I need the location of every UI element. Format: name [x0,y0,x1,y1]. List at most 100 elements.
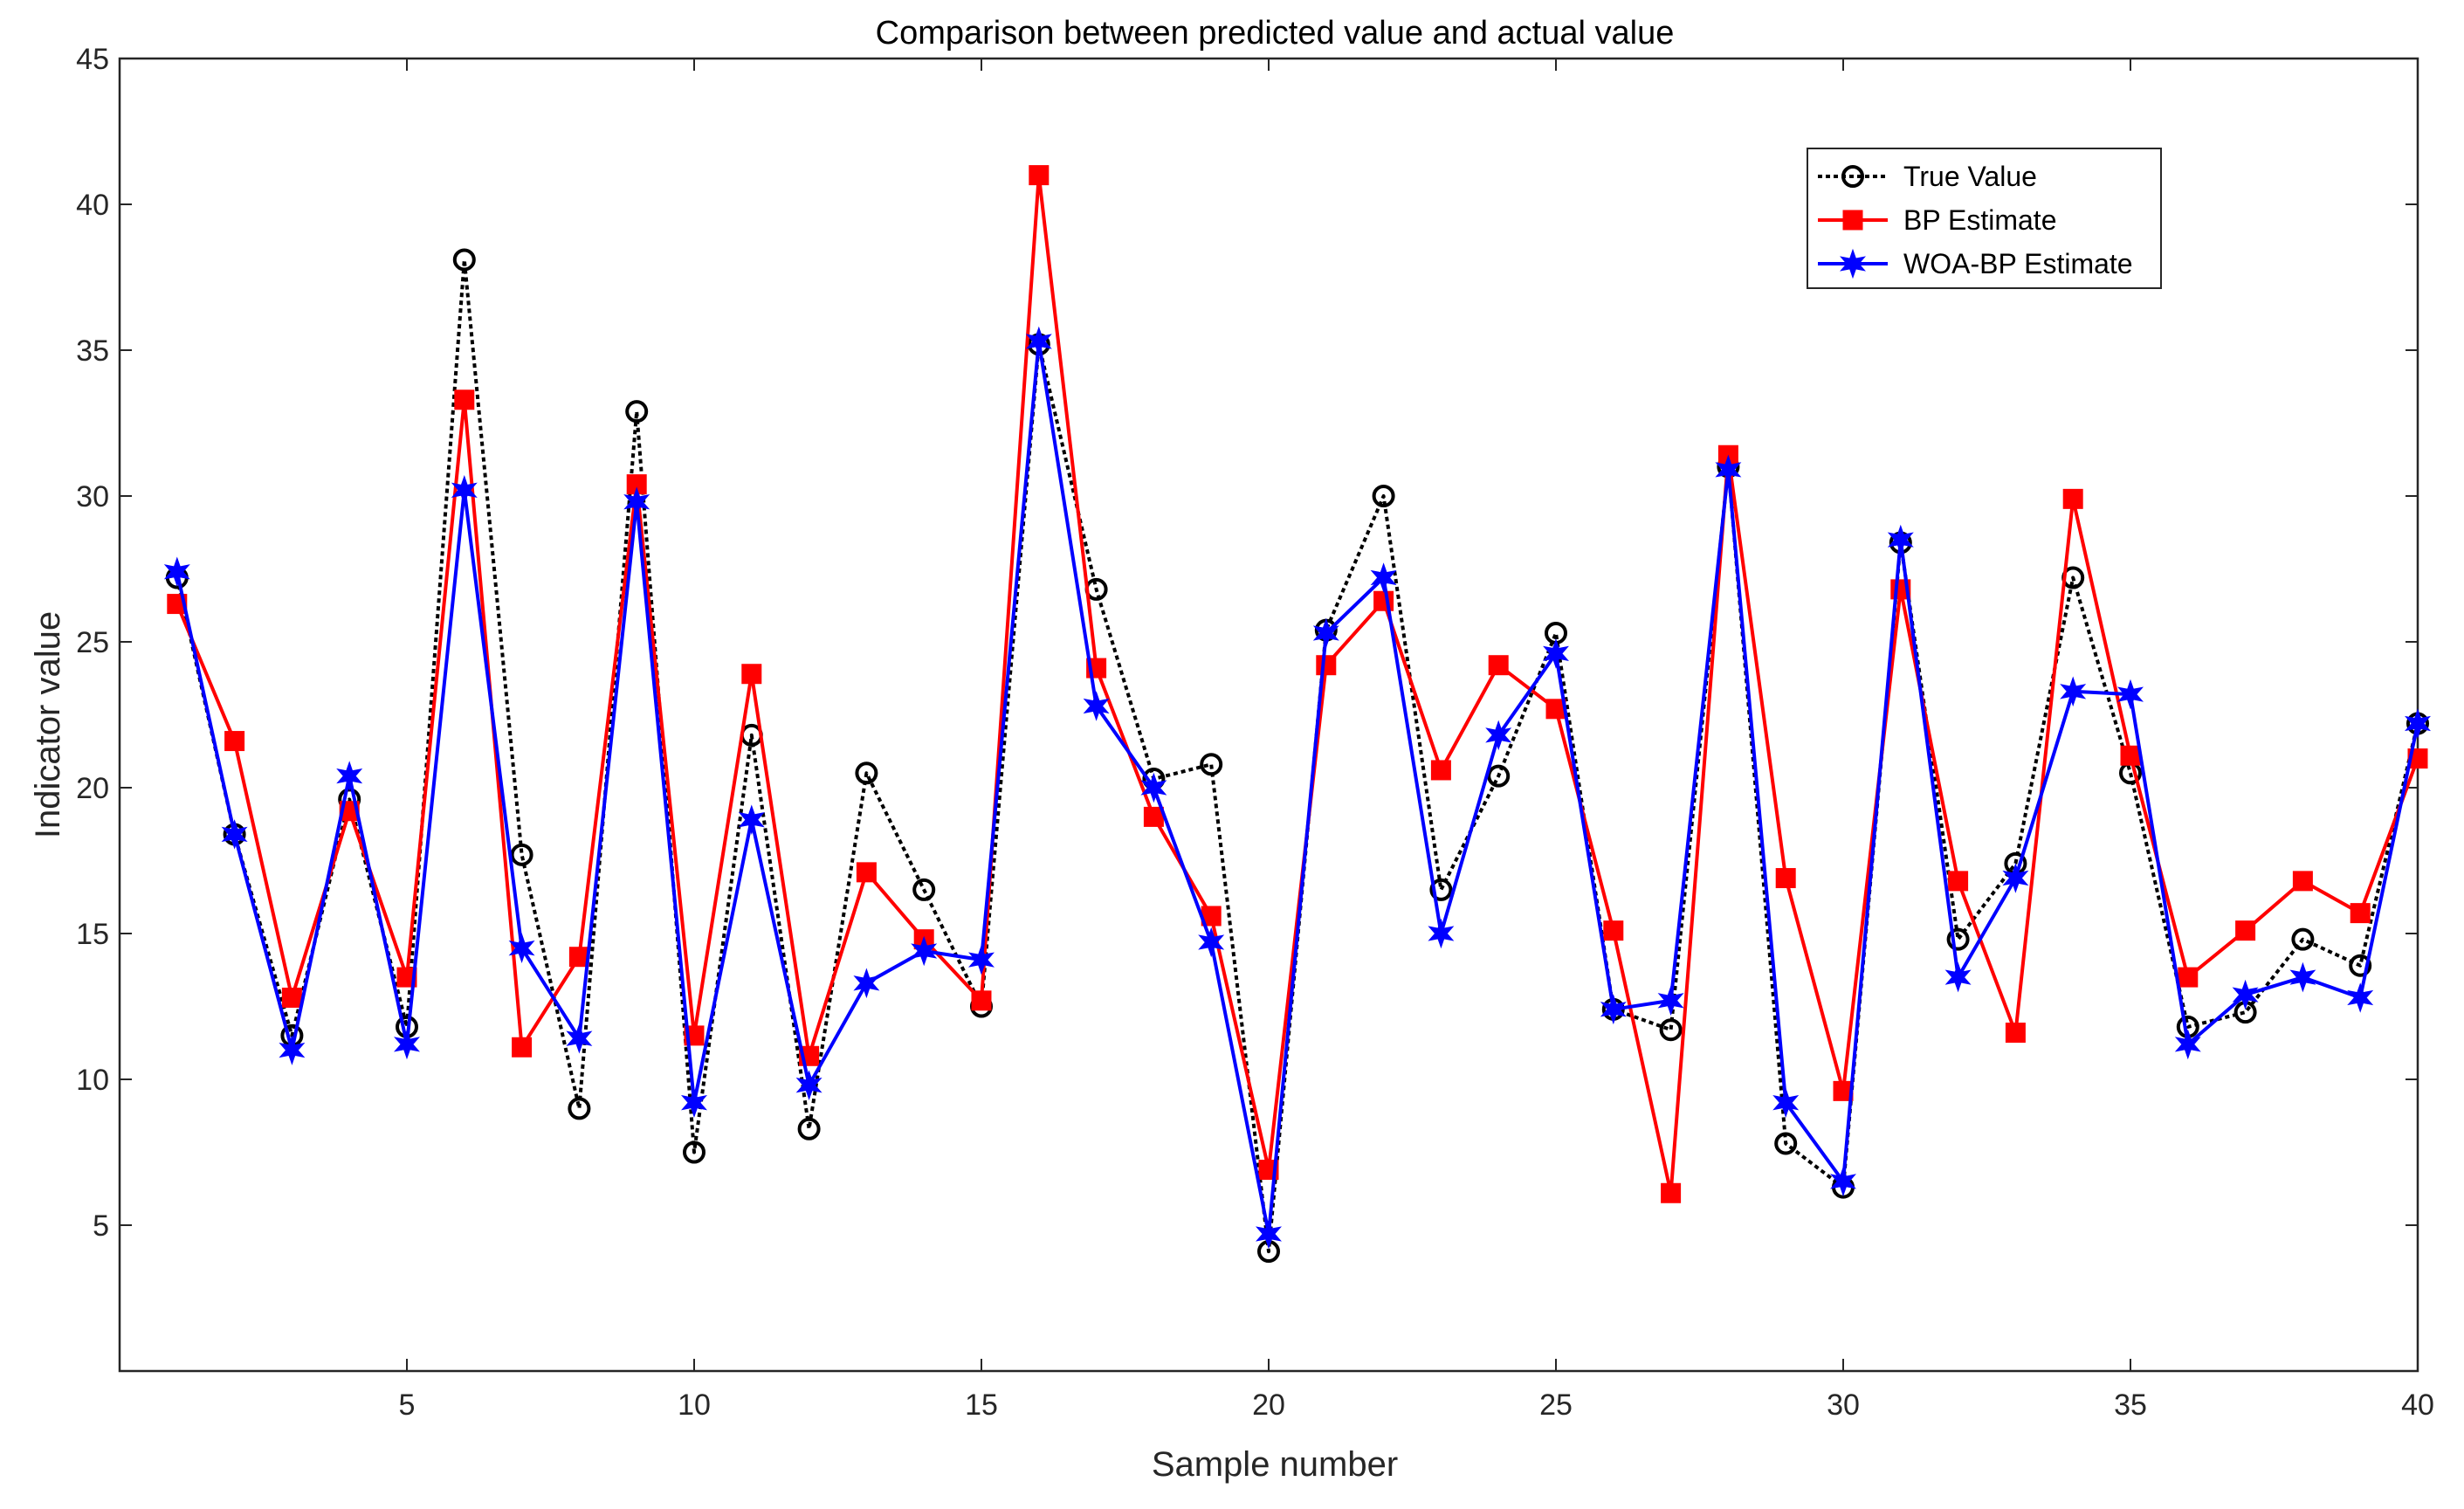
series-bp-estimate [167,165,2428,1203]
y-tick-label: 30 [76,480,109,513]
data-point [163,556,190,588]
data-point [912,878,936,901]
data-point [1944,961,1972,993]
data-point [1661,1182,1682,1203]
data-point [2117,679,2144,710]
data-point [1600,994,1627,1025]
data-point [2405,708,2431,739]
series-woa-bp-estimate [163,326,2431,1250]
x-axis-title: Sample number [1152,1445,1398,1484]
data-point [279,1035,306,1065]
data-point [741,664,762,685]
y-tick-label: 20 [76,772,109,805]
x-tick-label: 10 [678,1388,711,1422]
data-point [510,843,533,866]
data-point [1715,454,1742,486]
legend-label: True Value [1903,161,2037,192]
data-point [2174,1029,2201,1060]
data-point [968,944,995,975]
data-point [2062,488,2083,509]
y-tick-label: 25 [76,626,109,659]
axis-ticks: 5 10 15 20 25 30 35 40 5 10 15 20 25 30 35 40 45 [76,43,2434,1422]
data-point [856,862,877,883]
data-point [2235,920,2256,941]
data-point [681,1087,707,1118]
y-axis-title: Indicator value [29,611,67,838]
data-point [1657,985,1684,1016]
data-point [1372,485,1395,507]
series-line [175,340,2419,1236]
x-tick-label: 20 [1252,1388,1285,1422]
data-point [683,1140,705,1164]
data-point [224,731,245,752]
data-point [2120,745,2141,766]
data-point [1603,920,1624,941]
data-point [1140,772,1167,803]
data-point [1830,1166,1856,1197]
data-point [394,1029,420,1060]
data-point [2350,903,2371,924]
data-point [566,1023,593,1054]
data-point [2292,871,2313,892]
data-point [1373,590,1394,611]
x-tick-label: 5 [399,1388,416,1422]
data-point [2232,979,2259,1010]
data-point [623,486,650,517]
data-point [911,935,938,967]
data-point [1430,760,1451,781]
data-point [738,804,765,835]
data-point [221,819,248,850]
data-point [2178,967,2199,988]
data-point [1543,638,1569,669]
data-point [1428,918,1455,949]
data-point [1029,165,1050,186]
chart-title: Comparison between predicted value and a… [876,15,1675,52]
legend-marker [1841,165,1864,188]
series-layer [163,165,2431,1264]
legend-label: WOA-BP Estimate [1903,248,2133,279]
data-point [1429,878,1453,901]
data-point [625,400,649,424]
data-point [1312,617,1339,649]
data-point [797,1117,821,1140]
data-point [1025,326,1052,357]
data-point [568,1097,591,1120]
data-point [1487,764,1511,788]
data-point [1659,1018,1683,1042]
data-point [451,475,478,506]
data-point [1948,871,1969,892]
x-tick-label: 35 [2114,1388,2147,1422]
data-point [1198,927,1225,958]
data-point [1485,720,1512,751]
data-point [1200,753,1223,776]
data-point [1256,1218,1282,1250]
y-tick-label: 15 [76,918,109,951]
data-point [508,933,535,963]
y-tick-label: 35 [76,334,109,368]
x-tick-label: 15 [965,1388,998,1422]
data-point [855,761,878,785]
data-point [1488,655,1509,676]
data-point [2347,982,2374,1013]
data-point [512,1037,533,1058]
data-point [2291,927,2315,951]
data-point [452,248,476,272]
y-tick-label: 5 [93,1209,109,1243]
legend-marker [1842,210,1863,231]
y-tick-label: 10 [76,1064,109,1097]
legend-marker [1840,248,1866,279]
data-point [281,987,302,1008]
data-point [1370,562,1397,593]
data-point [336,761,363,791]
data-point [454,389,475,410]
data-point [1083,691,1110,721]
data-point [1775,868,1796,889]
legend-label: BP Estimate [1903,204,2056,236]
legend: True Value BP Estimate WOA-BP Estimate [1807,148,2162,289]
data-point [1772,1087,1800,1119]
x-tick-label: 25 [1539,1388,1573,1422]
y-tick-label: 40 [76,189,109,222]
data-point [2005,1023,2026,1044]
data-point [1946,927,1970,951]
